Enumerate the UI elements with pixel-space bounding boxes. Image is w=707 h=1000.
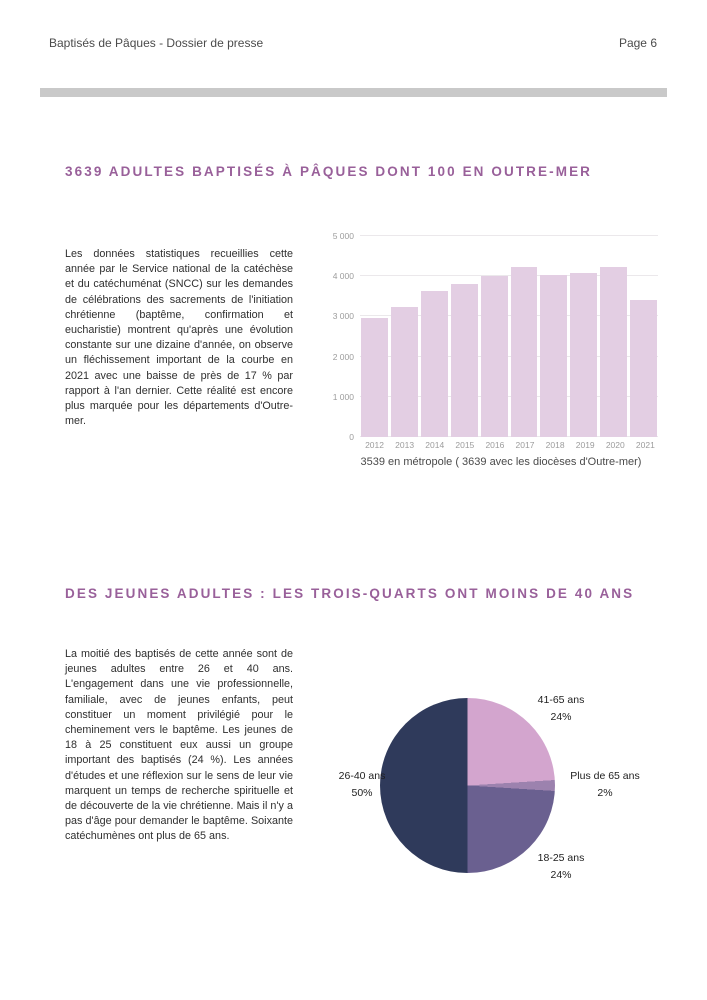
pie-label-text: 18-25 ans	[537, 852, 585, 864]
bar-2020	[600, 266, 628, 437]
section2-paragraph: La moitié des baptisés de cette année so…	[65, 648, 293, 843]
header-doc-title: Baptisés de Pâques - Dossier de presse	[49, 36, 264, 50]
x-tick-label: 2014	[425, 440, 445, 450]
pie-circle	[380, 698, 555, 873]
pie-label-percent: 50%	[351, 787, 373, 799]
pie-label-text: 26-40 ans	[338, 770, 386, 782]
x-tick-label: 2017	[515, 440, 535, 450]
bar-2017	[510, 267, 538, 437]
x-tick-label: 2018	[545, 440, 565, 450]
bar-slot	[480, 236, 508, 437]
x-tick-label: 2016	[485, 440, 505, 450]
pie-label-41-65-ans: 41-65 ans 24%	[538, 692, 585, 726]
pie-label-26-40-ans: 26-40 ans 50%	[339, 768, 386, 802]
pie-label-percent: 2%	[597, 787, 613, 799]
bar-slot	[390, 236, 418, 437]
pie-label-percent: 24%	[550, 869, 572, 881]
bar-slot	[510, 236, 538, 437]
bar-chart-gridlines	[360, 235, 658, 437]
header-divider	[40, 88, 667, 97]
section1-paragraph: Les données statistiques recueillies cet…	[65, 248, 293, 428]
bar-chart-caption: 3539 en métropole ( 3639 avec les diocès…	[360, 456, 642, 468]
bar-chart-x-axis: 2012 2013 2014 2015 2016 2017 2018 2019 2020 2021	[360, 440, 660, 450]
bar-2021	[630, 299, 658, 437]
section2-title: DES JEUNES ADULTES : LES TROIS-QUARTS ON…	[65, 586, 635, 601]
bar-slot	[630, 236, 658, 437]
pie-label-plus-de-65-ans: Plus de 65 ans 2%	[570, 768, 639, 802]
y-tick-label: 0	[349, 432, 354, 442]
bar-chart-y-axis: 0 1 000 2 000 3 000 4 000 5 000	[332, 231, 356, 442]
y-tick-label: 5 000	[332, 231, 354, 241]
y-tick-label: 2 000	[332, 351, 354, 362]
gridline	[360, 395, 658, 397]
bar-slot	[600, 236, 628, 437]
x-tick-label: 2020	[605, 440, 625, 450]
gridline	[360, 436, 658, 437]
gridline	[360, 315, 658, 317]
x-tick-label: 2019	[575, 440, 595, 450]
bar-slot	[450, 236, 478, 437]
bar-slot	[540, 236, 568, 437]
bar-slot	[361, 236, 388, 437]
bar-2012	[361, 318, 388, 437]
bar-2015	[450, 284, 478, 437]
header-page-number: Page 6	[618, 36, 657, 50]
pie-label-text: Plus de 65 ans	[570, 770, 640, 782]
y-tick-label: 3 000	[332, 311, 354, 322]
x-tick-label: 2015	[455, 440, 475, 450]
y-tick-label: 4 000	[332, 271, 354, 282]
section1-title: 3639 ADULTES BAPTISÉS À PÂQUES DONT 100 …	[65, 164, 593, 179]
bar-slot	[570, 236, 598, 437]
bar-2016	[480, 276, 508, 437]
bar-slot	[420, 236, 448, 437]
gridline	[360, 235, 658, 236]
bar-2018	[540, 274, 568, 437]
pie-label-18-25-ans: 18-25 ans 24%	[538, 850, 585, 884]
bar-chart-bars	[360, 236, 658, 437]
x-tick-label: 2021	[635, 440, 655, 450]
gridline	[360, 355, 658, 357]
bar-2019	[570, 272, 598, 437]
pie-label-percent: 24%	[550, 711, 572, 723]
x-tick-label: 2013	[395, 440, 415, 450]
gridline	[360, 275, 658, 277]
pie-label-text: 41-65 ans	[537, 694, 585, 706]
bar-2013	[390, 307, 418, 437]
page-header: Baptisés de Pâques - Dossier de presse P…	[49, 36, 657, 50]
y-tick-label: 1 000	[332, 391, 354, 402]
bar-2014	[420, 290, 448, 437]
x-tick-label: 2012	[365, 440, 384, 450]
bar-chart-plot	[360, 235, 658, 437]
